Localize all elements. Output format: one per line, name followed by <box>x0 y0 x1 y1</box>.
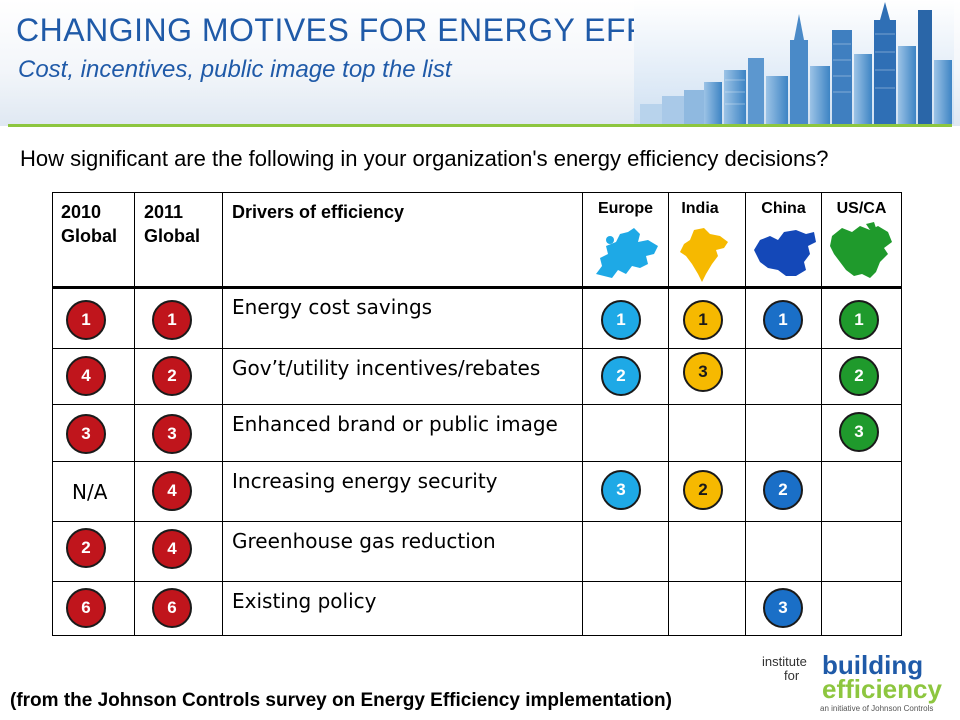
table-border-right <box>901 192 902 636</box>
column-divider <box>134 192 135 636</box>
rank-usca-incentives: 2 <box>839 356 879 396</box>
rank-china-existing-policy: 3 <box>763 588 803 628</box>
rank-china-energy-security: 2 <box>763 470 803 510</box>
row-divider <box>52 461 902 462</box>
column-divider <box>745 192 746 636</box>
table-border-bottom <box>52 635 902 636</box>
table-border-top <box>52 192 902 193</box>
column-header-india: India <box>681 200 719 217</box>
source-footnote: (from the Johnson Controls survey on Ene… <box>10 690 672 711</box>
table-border-left <box>52 192 53 636</box>
row-divider <box>52 521 902 522</box>
rank-2011-existing-policy: 6 <box>152 588 192 628</box>
logo-text: institute <box>762 654 807 669</box>
header-banner: CHANGING MOTIVES FOR ENERGY EFFICIENCY C… <box>0 0 960 126</box>
driver-ghg-reduction: Greenhouse gas reduction <box>232 529 496 553</box>
logo-text: building <box>822 650 924 680</box>
logo-text: for <box>784 668 800 683</box>
rank-2010-ghg-reduction: 2 <box>66 528 106 568</box>
china-map-icon <box>754 230 816 276</box>
header-separator <box>52 286 902 289</box>
driver-energy-security: Increasing energy security <box>232 469 498 493</box>
city-skyline-image <box>634 0 954 124</box>
column-divider <box>668 192 669 636</box>
column-divider <box>821 192 822 636</box>
rank-2011-energy-cost-savings: 1 <box>152 300 192 340</box>
column-header-2010: 2010 Global <box>61 202 118 246</box>
rank-2011-energy-security: 4 <box>152 471 192 511</box>
rank-india-energy-security: 2 <box>683 470 723 510</box>
column-header-drivers: Drivers of efficiency <box>232 202 405 222</box>
column-header-china: China <box>761 200 806 217</box>
rank-2011-incentives: 2 <box>152 356 192 396</box>
page-subtitle: Cost, incentives, public image top the l… <box>18 56 452 83</box>
rank-europe-energy-cost-savings: 1 <box>601 300 641 340</box>
rank-china-energy-cost-savings: 1 <box>763 300 803 340</box>
column-header-europe: Europe <box>597 200 654 217</box>
column-divider <box>222 192 223 636</box>
rank-india-incentives: 3 <box>683 352 723 392</box>
rank-india-energy-cost-savings: 1 <box>683 300 723 340</box>
row-divider <box>52 348 902 349</box>
driver-incentives: Gov’t/utility incentives/rebates <box>232 356 541 380</box>
rank-2010-incentives: 4 <box>66 356 106 396</box>
india-map-icon <box>680 228 728 282</box>
driver-energy-cost-savings: Energy cost savings <box>232 295 433 319</box>
header-divider <box>8 124 952 127</box>
rank-2011-brand-image: 3 <box>152 414 192 454</box>
rank-2011-ghg-reduction: 4 <box>152 529 192 569</box>
usca-map-icon <box>830 222 892 278</box>
driver-brand-image: Enhanced brand or public image <box>232 412 558 436</box>
column-divider <box>582 192 583 636</box>
rank-2010-energy-cost-savings: 1 <box>66 300 106 340</box>
driver-existing-policy: Existing policy <box>232 589 377 613</box>
europe-map-icon <box>596 228 658 278</box>
logo-tagline: an initiative of Johnson Controls <box>820 704 934 713</box>
rank-2010-existing-policy: 6 <box>66 588 106 628</box>
institute-logo: institute for building efficiency an ini… <box>760 650 952 714</box>
column-header-2011: 2011 Global <box>144 202 201 246</box>
rank-2010-brand-image: 3 <box>66 414 106 454</box>
rank-usca-brand-image: 3 <box>839 412 879 452</box>
rank-usca-energy-cost-savings: 1 <box>839 300 879 340</box>
rank-2010-energy-security: N/A <box>72 480 108 504</box>
rank-europe-energy-security: 3 <box>601 470 641 510</box>
column-header-usca: US/CA <box>836 200 887 217</box>
row-divider <box>52 404 902 405</box>
logo-text: efficiency <box>822 674 942 704</box>
drivers-table: 2010 Global 2011 Global Drivers of effic… <box>52 192 902 636</box>
survey-question: How significant are the following in you… <box>20 146 829 171</box>
row-divider <box>52 581 902 582</box>
rank-europe-incentives: 2 <box>601 356 641 396</box>
